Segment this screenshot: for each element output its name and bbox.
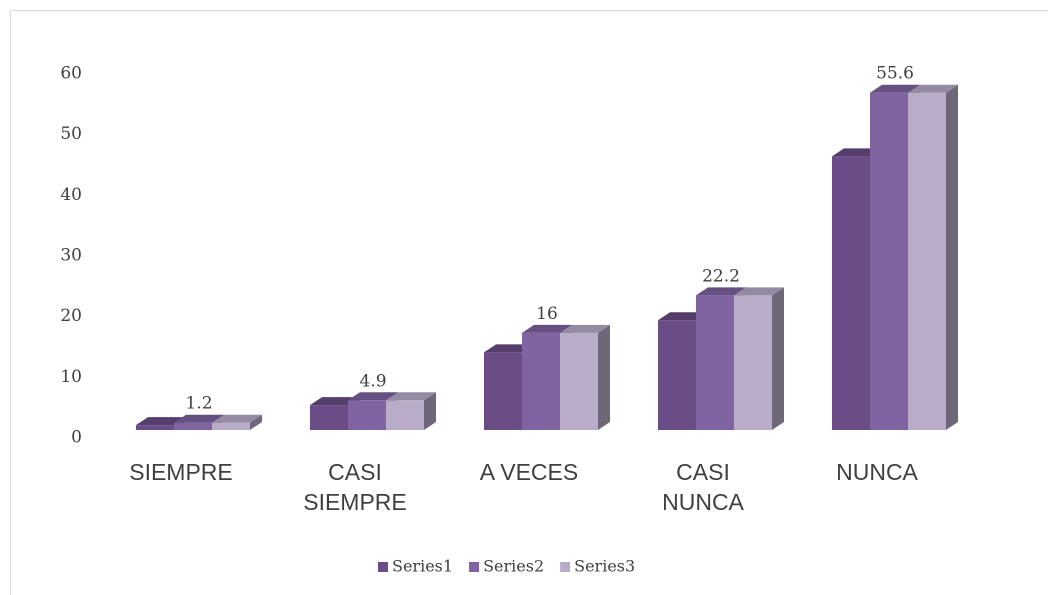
y-tick-label: 30 <box>60 246 82 266</box>
bar <box>908 92 946 431</box>
bar <box>560 332 598 430</box>
data-label: 22.2 <box>702 266 740 286</box>
bar-top <box>696 287 746 296</box>
bar <box>174 422 212 430</box>
data-label: 16 <box>536 304 558 324</box>
data-label: 55.6 <box>876 64 914 84</box>
bar-top <box>212 414 262 423</box>
legend-swatch <box>378 562 388 572</box>
bar-top <box>870 84 920 93</box>
bar <box>212 422 250 430</box>
bar-top <box>348 392 398 401</box>
data-label: 1.2 <box>185 394 212 414</box>
x-tick-label: A VECES <box>479 459 579 485</box>
bar-side <box>946 84 958 431</box>
legend-swatch <box>560 562 571 572</box>
bar <box>870 92 908 431</box>
bar <box>522 332 560 430</box>
y-tick-label: 0 <box>71 428 82 448</box>
bar <box>832 156 870 431</box>
bar-top <box>484 344 534 353</box>
bar-top <box>386 392 436 401</box>
bar-side <box>250 414 262 430</box>
bar-side <box>598 324 610 430</box>
bar-top <box>310 397 360 406</box>
x-tick-label: CASI SIEMPRE <box>303 459 407 515</box>
bar <box>484 352 522 430</box>
bar-top <box>560 324 610 333</box>
x-tick-label: SIEMPRE <box>129 459 233 485</box>
bar-top <box>136 417 186 426</box>
bar <box>386 400 424 430</box>
y-tick-label: 40 <box>60 185 82 205</box>
legend-label: Series1 <box>392 557 453 576</box>
chart-border <box>10 10 1048 595</box>
x-tick-label: CASI NUNCA <box>662 459 744 515</box>
data-label: 4.9 <box>359 371 386 391</box>
legend-label: Series2 <box>483 557 544 576</box>
bar-top <box>832 148 882 157</box>
bar-top <box>174 414 224 423</box>
bar <box>696 295 734 430</box>
bar-top <box>734 287 784 296</box>
bar <box>348 400 386 430</box>
bar-top <box>522 324 572 333</box>
y-tick-label: 10 <box>60 367 82 387</box>
x-tick-label: NUNCA <box>836 459 918 485</box>
legend-label: Series3 <box>574 557 635 576</box>
bar <box>136 425 174 430</box>
y-tick-label: 50 <box>60 124 82 144</box>
bar <box>734 295 772 430</box>
bar <box>658 320 696 430</box>
legend-swatch <box>469 562 480 572</box>
bar-top <box>908 84 958 93</box>
y-tick-label: 60 <box>60 64 82 84</box>
bar <box>310 405 348 430</box>
bar-top <box>658 312 708 321</box>
bar-side <box>772 287 784 430</box>
y-tick-label: 20 <box>60 306 82 326</box>
bar-side <box>424 392 436 430</box>
